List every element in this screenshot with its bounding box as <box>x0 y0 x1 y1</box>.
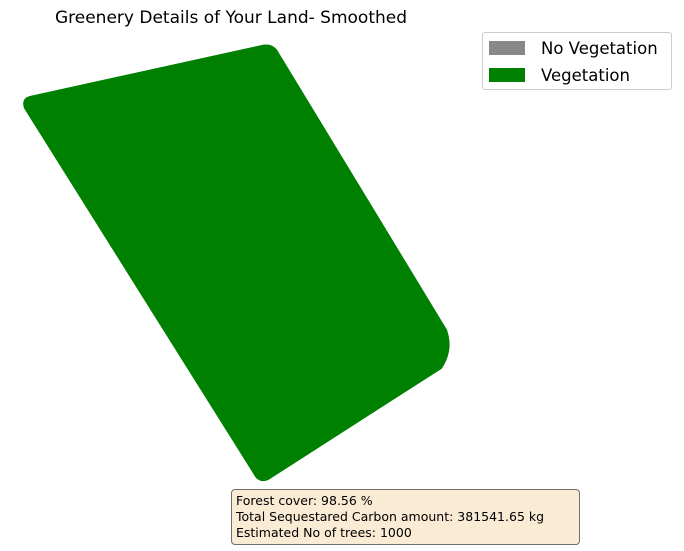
forest-cover-text: Forest cover: 98.56 % <box>236 493 373 508</box>
legend-label-no-vegetation: No Vegetation <box>541 38 658 58</box>
land-info-box: Forest cover: 98.56 % Total Sequestared … <box>231 489 580 545</box>
legend-label-vegetation: Vegetation <box>541 65 630 85</box>
vegetation-land-parcel <box>23 44 450 482</box>
tree-count-text: Estimated No of trees: 1000 <box>236 525 412 541</box>
carbon-amount-text: Total Sequestared Carbon amount: 381541.… <box>236 509 545 525</box>
legend-swatch-vegetation <box>489 68 525 82</box>
legend: No Vegetation Vegetation <box>482 32 672 90</box>
map-title: Greenery Details of Your Land- Smoothed <box>54 8 408 28</box>
legend-swatch-no-vegetation <box>489 41 525 55</box>
legend-entry-no-vegetation: No Vegetation <box>489 38 658 58</box>
legend-entry-vegetation: Vegetation <box>489 65 630 85</box>
